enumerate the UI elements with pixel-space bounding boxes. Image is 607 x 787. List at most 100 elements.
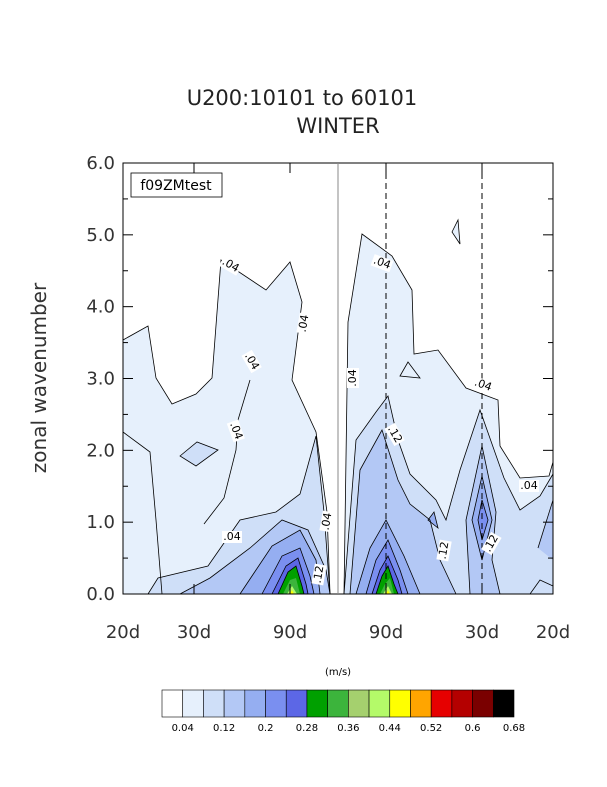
contour-line bbox=[471, 475, 493, 561]
band-yellow-west bbox=[290, 590, 294, 594]
contour-line bbox=[399, 361, 421, 379]
contour-line bbox=[465, 445, 501, 595]
y-tick-label: 6.0 bbox=[86, 153, 115, 174]
contour-label: .04 bbox=[520, 479, 538, 492]
contour-label: .04 bbox=[473, 376, 494, 394]
contour-label-bg bbox=[519, 480, 539, 492]
colorbar-label: 0.6 bbox=[465, 723, 481, 734]
band-lightgreen-west bbox=[283, 578, 300, 594]
colorbar-swatch bbox=[451, 689, 473, 718]
contour-label-bg bbox=[222, 531, 242, 543]
contour-line bbox=[371, 555, 403, 595]
colorbar-swatch bbox=[368, 689, 391, 718]
contour-label-bg bbox=[370, 254, 394, 273]
contour-line bbox=[122, 431, 163, 595]
colorbar-swatch bbox=[306, 689, 328, 718]
contour-label-bg bbox=[226, 419, 245, 443]
x-tick-label: 20d bbox=[106, 622, 140, 643]
contour-label-bg bbox=[436, 539, 452, 562]
contour-label-bg bbox=[347, 368, 359, 388]
band-island-east bbox=[452, 220, 460, 244]
contour-label-bg bbox=[296, 312, 312, 335]
y-tick-label: 1.0 bbox=[86, 512, 115, 533]
contour-line bbox=[271, 557, 309, 595]
y-tick-label: 2.0 bbox=[86, 440, 115, 461]
x-tick-label: 30d bbox=[177, 622, 211, 643]
contour-label-bg bbox=[471, 376, 495, 395]
y-tick-label: 0.0 bbox=[86, 584, 115, 605]
band-0-12-blob bbox=[180, 442, 218, 466]
case-label: f09ZMtest bbox=[140, 178, 212, 194]
y-tick-label: 4.0 bbox=[86, 297, 115, 318]
contour-line bbox=[203, 379, 251, 525]
band-green-east bbox=[376, 566, 398, 594]
colorbar-swatch bbox=[223, 689, 246, 718]
contour-label: .12 bbox=[311, 565, 327, 584]
contour-label: .04 bbox=[346, 369, 359, 387]
colorbar-swatch bbox=[410, 689, 432, 718]
contour-label-bg bbox=[384, 422, 405, 447]
colorbar-swatch bbox=[472, 689, 494, 718]
x-tick-label: 90d bbox=[273, 622, 307, 643]
chart-title: U200:10101 to 60101 bbox=[187, 86, 418, 110]
band-yellow-east bbox=[386, 590, 390, 594]
colorbar-swatch bbox=[285, 689, 308, 718]
x-axis: 20d 30d 90d 90d 30d 20d bbox=[106, 163, 570, 643]
contour-line bbox=[147, 435, 331, 595]
contour-label: .04 bbox=[372, 254, 393, 272]
contour-label-bg bbox=[218, 255, 243, 276]
x-tick-label: 30d bbox=[465, 622, 499, 643]
colorbar-swatch bbox=[265, 689, 287, 718]
x-tick-label: 20d bbox=[536, 622, 570, 643]
colorbar-swatch bbox=[348, 689, 370, 718]
contour-label-bg bbox=[241, 349, 262, 374]
colorbar-label: 0.68 bbox=[503, 723, 525, 734]
contour-line bbox=[179, 519, 331, 595]
x-tick-label: 90d bbox=[369, 622, 403, 643]
y-tick-label: 3.0 bbox=[86, 369, 115, 390]
contour-line bbox=[343, 395, 554, 595]
chart-subtitle: WINTER bbox=[296, 114, 379, 138]
contour-label-bg bbox=[319, 510, 335, 533]
contour-label: .04 bbox=[296, 314, 312, 333]
y-axis: 0.0 1.0 2.0 3.0 4.0 5.0 6.0 bbox=[86, 153, 553, 605]
band-0-28-east-side bbox=[428, 512, 438, 528]
contour-line bbox=[179, 441, 219, 467]
contour-label-bg bbox=[481, 531, 502, 556]
plot-area: .04.04.04.04.04.04.04.04.04.04.12.12.12.… bbox=[86, 153, 570, 643]
units-label: (m/s) bbox=[325, 667, 351, 678]
contour-line bbox=[355, 519, 421, 595]
colorbar-swatch bbox=[203, 689, 225, 718]
contour-line bbox=[365, 539, 409, 595]
band-0-36-east30 bbox=[478, 500, 488, 540]
colorbar-label: 0.44 bbox=[379, 723, 401, 734]
contour-line bbox=[477, 499, 489, 541]
contour-line bbox=[122, 259, 331, 595]
y-tick-label: 5.0 bbox=[86, 225, 115, 246]
colorbar-swatch bbox=[389, 689, 411, 718]
contour-label: .04 bbox=[223, 530, 241, 543]
contour-line bbox=[375, 565, 399, 595]
contour-line bbox=[451, 218, 461, 245]
contour-line bbox=[427, 511, 439, 530]
contour-line bbox=[261, 547, 315, 595]
colorbar-label: 0.52 bbox=[420, 723, 442, 734]
colorbar-label: 0.12 bbox=[213, 723, 235, 734]
contour-label: .12 bbox=[436, 541, 452, 560]
colorbar-swatch bbox=[492, 689, 515, 718]
contour-line bbox=[529, 579, 554, 595]
colorbar-swatch bbox=[327, 689, 349, 718]
contour-line bbox=[537, 499, 554, 549]
colorbar-label: 0.28 bbox=[296, 723, 318, 734]
contour-line bbox=[277, 565, 305, 595]
contour-label: .04 bbox=[227, 420, 245, 441]
y-axis-label: zonal wavenumber bbox=[27, 282, 51, 473]
colorbar-label: 0.36 bbox=[337, 723, 359, 734]
contour-label: .04 bbox=[319, 512, 335, 531]
band-0-20-east3 bbox=[538, 500, 553, 560]
colorbar-label: 0.2 bbox=[258, 723, 274, 734]
contour-label-bg bbox=[311, 563, 327, 586]
case-label-box bbox=[130, 172, 223, 198]
colorbar-label: 0.04 bbox=[172, 723, 194, 734]
